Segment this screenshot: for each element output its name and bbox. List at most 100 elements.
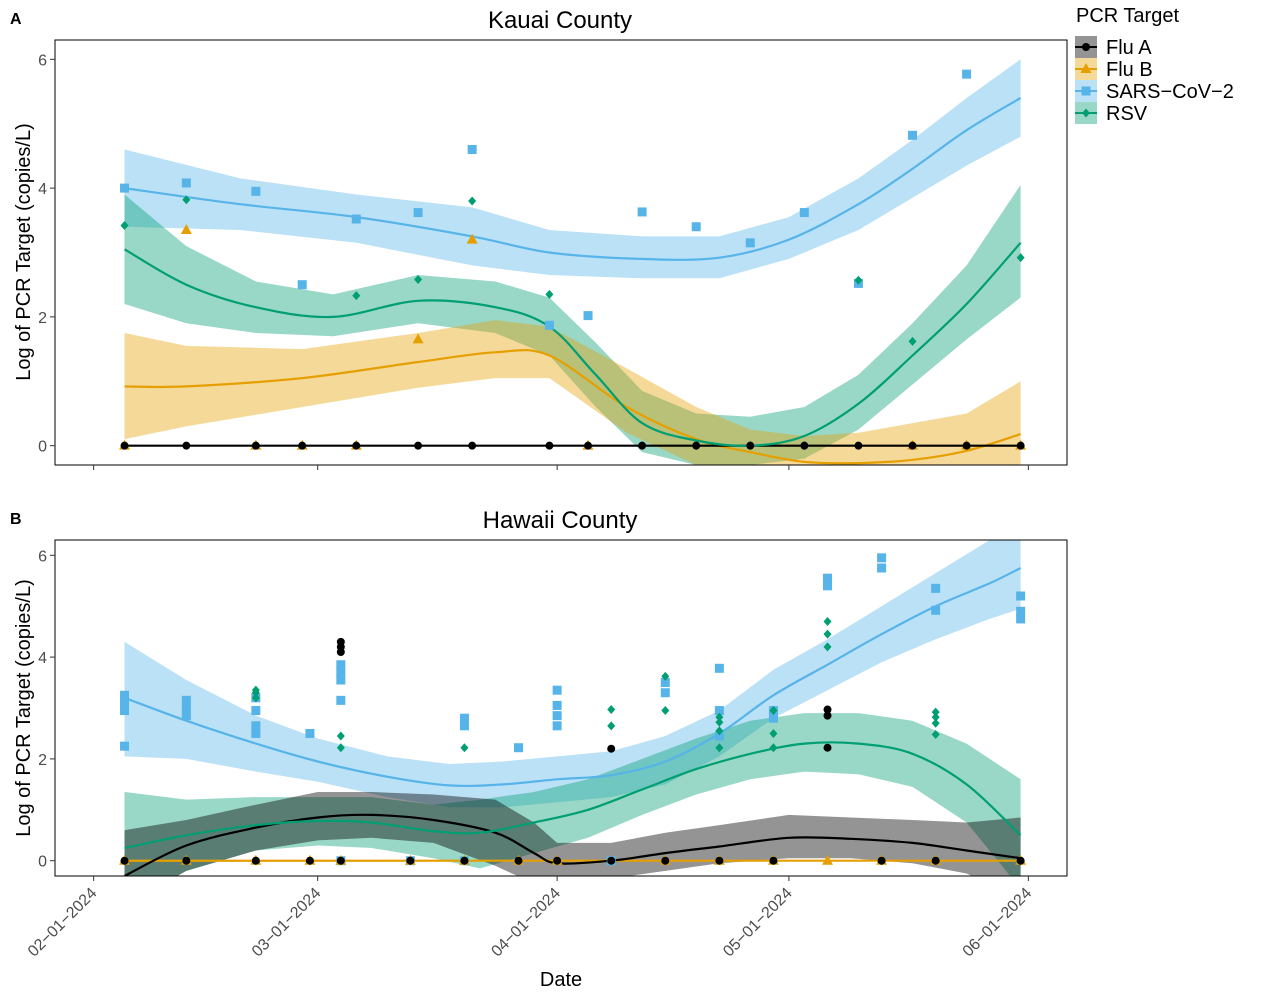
rsv-point xyxy=(182,195,191,205)
y-tick-label: 6 xyxy=(38,52,47,69)
flu_a-point xyxy=(1016,856,1025,865)
rsv-point xyxy=(823,616,832,626)
sars-point xyxy=(1016,591,1026,601)
rsv-point xyxy=(931,729,940,739)
rsv-point xyxy=(545,289,554,299)
legend-label: Flu A xyxy=(1106,37,1152,59)
flu_a-point xyxy=(823,705,832,714)
legend-item-flu_a: Flu A xyxy=(1075,36,1152,59)
panel-b-x-axis: 02−01−2024 03−01−2024 04−01−2024 05−01−2024… xyxy=(25,876,1035,960)
sars-point xyxy=(336,660,346,670)
rsv-point xyxy=(251,688,260,698)
y-axis-label-b: Log of PCR Target (copies/L) xyxy=(13,579,35,837)
rsv-point xyxy=(607,705,616,715)
panel-a-frame xyxy=(54,39,1068,466)
panel-a-x-axis xyxy=(93,465,1029,470)
sars-point xyxy=(877,563,887,573)
sars-point xyxy=(799,208,809,218)
sars-point xyxy=(514,743,524,753)
sars-point xyxy=(714,731,724,741)
sars-point xyxy=(351,214,361,224)
x-tick-label: 03−01−2024 xyxy=(249,885,325,961)
sars-trend-line xyxy=(124,97,1022,261)
sars-point xyxy=(931,605,941,615)
flu_a-point xyxy=(120,441,129,450)
legend-item-flu_b: Flu B xyxy=(1075,58,1153,81)
sars-point xyxy=(552,711,562,721)
rsv-trend-line xyxy=(123,242,1022,447)
panel-b-y-axis: 0 2 4 6 xyxy=(38,548,55,871)
sars-point xyxy=(552,700,562,710)
y-tick-label: 0 xyxy=(38,854,47,871)
sars-point xyxy=(181,695,191,705)
sars-confidence-band xyxy=(124,59,1021,279)
flu_a-point xyxy=(931,856,940,865)
flu_a-point xyxy=(769,856,778,865)
rsv-point xyxy=(931,712,940,722)
panel-b-title: Hawaii County xyxy=(483,507,638,534)
flu_a-point xyxy=(120,856,129,865)
sars-point xyxy=(877,553,887,563)
sars-point xyxy=(467,144,477,154)
rsv-point xyxy=(120,220,129,230)
panel-b-tag: B xyxy=(10,511,22,528)
rsv-point xyxy=(336,743,345,753)
rsv-confidence-band xyxy=(124,713,1021,876)
rsv-point xyxy=(661,671,670,681)
flu_a-point xyxy=(468,441,477,450)
legend-item-rsv: RSV xyxy=(1075,102,1148,125)
rsv-point xyxy=(854,275,863,285)
flu_b-trend-line xyxy=(124,348,1021,465)
sars-point xyxy=(1016,614,1026,624)
flu_a-point xyxy=(962,441,971,450)
sars-point xyxy=(459,721,469,731)
sars-point xyxy=(120,706,130,716)
sars-point xyxy=(181,711,191,721)
flu_a-point xyxy=(823,711,832,720)
sars-point xyxy=(120,183,130,193)
flu_a-point xyxy=(823,743,832,752)
sars-point xyxy=(907,130,917,140)
flu_a-point xyxy=(460,856,469,865)
sars-point xyxy=(120,690,130,700)
panel-b: B Hawaii County 0 2 4 6 02−01−2024 03−01−202… xyxy=(10,507,1068,960)
flu_b-confidence-band xyxy=(124,320,1021,465)
x-tick-label: 06−01−2024 xyxy=(960,885,1036,961)
rsv-point xyxy=(715,717,724,727)
x-tick-label: 05−01−2024 xyxy=(720,885,796,961)
panel-a-tag: A xyxy=(10,11,22,28)
sars-point xyxy=(768,713,778,723)
legend-label: SARS−CoV−2 xyxy=(1106,81,1234,103)
panel-b-plot-area xyxy=(119,540,1027,876)
flu_a-point xyxy=(692,441,701,450)
sars-point xyxy=(181,703,191,713)
rsv-point xyxy=(823,629,832,639)
y-tick-label: 0 xyxy=(38,439,47,456)
flu_b-point xyxy=(180,223,192,234)
rsv-point xyxy=(468,196,477,206)
sars-point xyxy=(637,207,647,217)
sars-point xyxy=(181,178,191,188)
panel-a-y-axis: 0 2 4 6 xyxy=(38,52,55,456)
sars-point xyxy=(823,581,833,591)
flu_a-point xyxy=(877,856,886,865)
sars-point xyxy=(1016,606,1026,616)
flu_a-point xyxy=(746,441,755,450)
rsv-point xyxy=(769,706,778,716)
sars-point xyxy=(336,695,346,705)
flu_a-point xyxy=(336,856,345,865)
sars-confidence-band xyxy=(124,540,1021,808)
flu_a-confidence-band xyxy=(124,792,1021,876)
rsv-trend-line xyxy=(124,741,1022,850)
flu_a-point xyxy=(406,856,415,865)
sars-point xyxy=(552,721,562,731)
rsv-point xyxy=(414,275,423,285)
sars-point xyxy=(251,706,261,716)
flu_a-point xyxy=(584,441,593,450)
x-tick-label: 04−01−2024 xyxy=(488,885,564,961)
flu_a-point xyxy=(251,441,260,450)
y-tick-label: 4 xyxy=(38,650,47,667)
sars-point xyxy=(714,706,724,716)
sars-point xyxy=(251,186,261,196)
